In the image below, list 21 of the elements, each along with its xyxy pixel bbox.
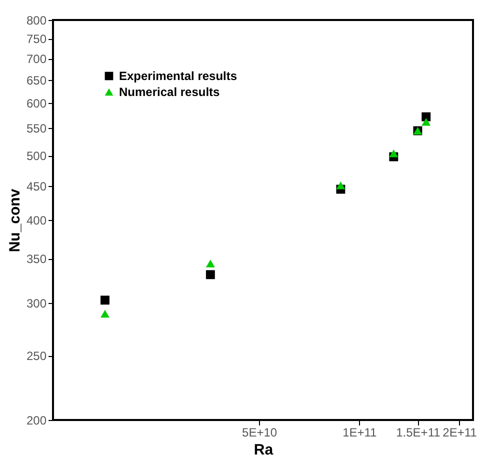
y-tick-label: 200 xyxy=(26,414,47,428)
y-tick-label: 300 xyxy=(26,296,47,311)
y-tick-label: 700 xyxy=(26,52,47,66)
y-tick-label: 650 xyxy=(26,73,47,88)
legend-label: Experimental results xyxy=(119,69,238,83)
x-tick-label: 1.5E+11 xyxy=(396,426,441,440)
y-axis-title: Nu_conv xyxy=(6,188,24,252)
y-tick-label: 800 xyxy=(26,14,47,28)
x-tick-label: 2E+11 xyxy=(442,426,478,440)
y-tick-label: 350 xyxy=(26,252,47,266)
y-tick-label: 250 xyxy=(26,349,47,364)
x-axis-title: Ra xyxy=(254,442,274,458)
y-tick-label: 500 xyxy=(26,149,47,164)
y-tick-label: 550 xyxy=(26,122,47,136)
legend-label: Numerical results xyxy=(119,85,220,99)
y-tick-label: 600 xyxy=(26,96,47,111)
x-tick-label: 5E+10 xyxy=(242,426,278,440)
y-tick-label: 400 xyxy=(26,214,47,228)
y-tick-label: 450 xyxy=(26,180,47,194)
y-tick-label: 750 xyxy=(26,32,47,46)
x-tick-label: 1E+11 xyxy=(342,426,378,440)
